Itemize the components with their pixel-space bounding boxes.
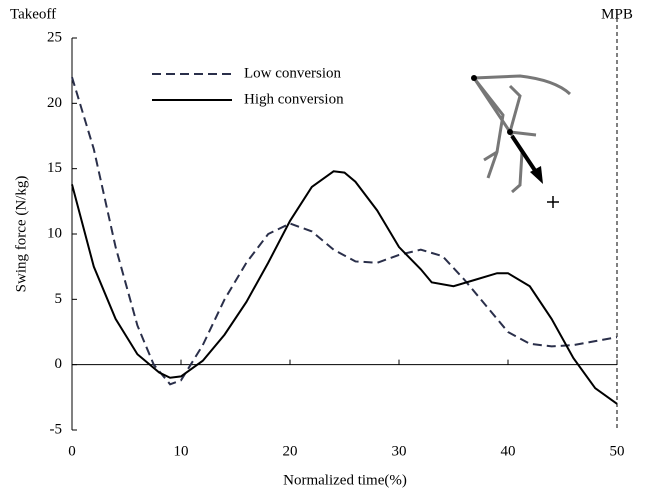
legend-label: High conversion [244, 91, 344, 107]
inset-arrow [510, 134, 540, 177]
inset-arrowhead [530, 166, 543, 184]
y-tick-label: -5 [50, 421, 63, 437]
x-tick-label: 10 [174, 443, 189, 459]
series-line [71, 76, 618, 386]
x-axis-label: Normalized time(%) [283, 472, 407, 488]
x-tick-label: 20 [283, 443, 298, 459]
series-line [71, 170, 618, 405]
x-tick-label: 0 [68, 443, 76, 459]
legend-label: Low conversion [244, 65, 342, 81]
y-tick-label: 15 [47, 160, 62, 176]
y-axis-label: Swing force (N/kg) [13, 176, 29, 293]
takeoff-label: Takeoff [10, 6, 56, 22]
y-tick-label: 25 [47, 29, 62, 45]
y-tick-label: 20 [47, 95, 62, 111]
y-tick-label: 10 [47, 225, 62, 241]
inset-joint [507, 129, 513, 135]
x-tick-label: 40 [501, 443, 516, 459]
x-tick-label: 30 [392, 443, 407, 459]
y-tick-label: 5 [55, 291, 63, 307]
inset-joint [471, 75, 477, 81]
y-tick-label: 0 [55, 356, 63, 372]
x-tick-label: 50 [610, 443, 625, 459]
inset-figure [472, 74, 572, 194]
inset-plus [547, 196, 559, 208]
mpb-label: MPB [601, 6, 633, 22]
